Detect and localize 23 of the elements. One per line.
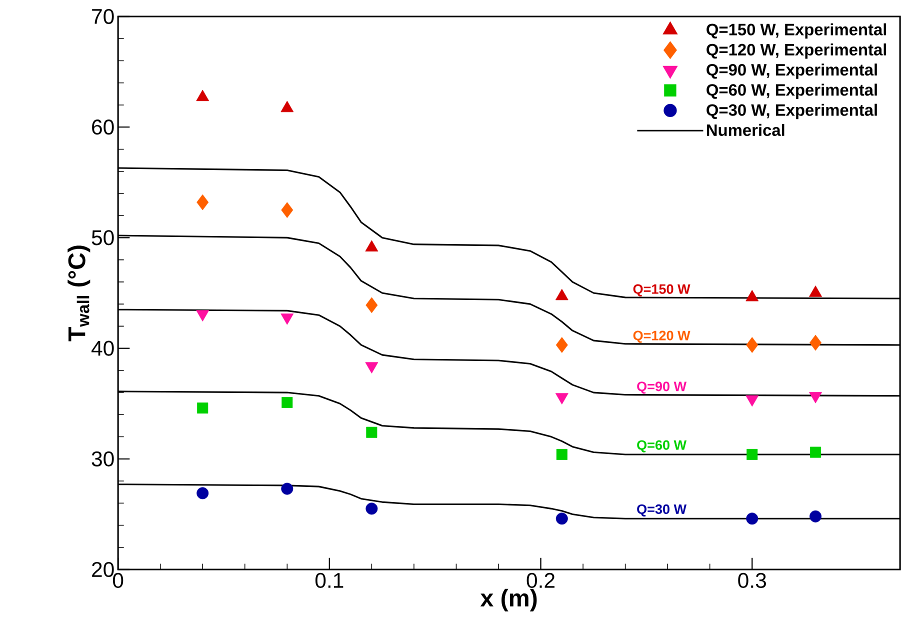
x-tick-label: 0.1 — [315, 572, 344, 588]
legend-label: Q=150 W, Experimental — [706, 23, 886, 38]
x-tick-label: 0.3 — [738, 572, 766, 588]
annotation: Q=60 W — [637, 440, 687, 452]
annotation: Q=150 W — [633, 284, 690, 296]
annotation: Q=30 W — [637, 504, 687, 516]
x-tick-label: 0.2 — [526, 572, 554, 588]
legend-label: Numerical — [707, 124, 784, 136]
y-axis-title: T$_{wall}$ (°C) — [68, 245, 90, 342]
y-tick-label: 20 — [92, 562, 114, 577]
legend-label: Q=90 W, Experimental — [706, 63, 877, 79]
x-tick-label: 0 — [112, 572, 124, 588]
x-axis-title: x (m) — [480, 588, 537, 612]
y-tick-label: 70 — [92, 8, 114, 24]
annotation: Q=120 W — [633, 330, 690, 343]
legend-label: Q=60 W, Experimental — [706, 83, 877, 99]
legend-label: Q=30 W, Experimental — [706, 104, 877, 119]
y-tick-label: 60 — [92, 119, 114, 134]
y-tick-label: 30 — [92, 451, 114, 466]
annotation: Q=90 W — [637, 381, 687, 394]
y-tick-label: 50 — [92, 230, 114, 245]
y-tick-label: 40 — [91, 340, 114, 356]
legend-label: Q=120 W, Experimental — [706, 43, 886, 59]
